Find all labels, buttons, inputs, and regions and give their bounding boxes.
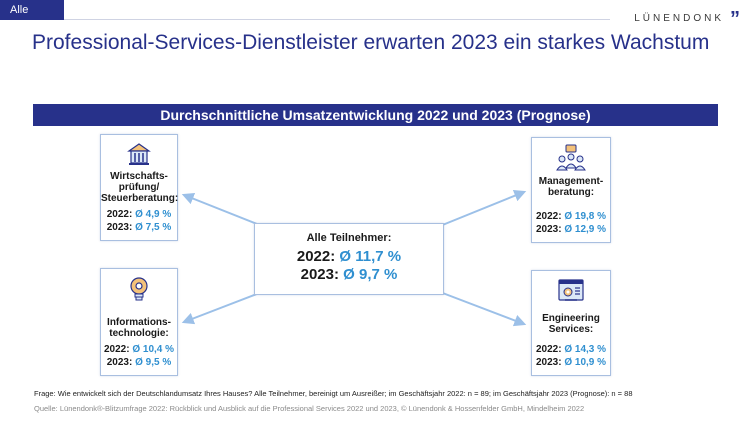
year-2023-label: 2023:	[300, 266, 339, 283]
quote-mark-icon: ”	[730, 7, 740, 30]
value-2023: Ø 10,9 %	[564, 357, 607, 368]
year-2022-label: 2022:	[106, 209, 133, 220]
survey-footnote: Frage: Wie entwickelt sich der Deutschla…	[34, 389, 633, 398]
year-2023-label: 2023:	[106, 357, 133, 368]
segment-box-engineering-services: Engineering Services: 2022: Ø 14,3 % 202…	[531, 270, 611, 376]
segment-box-managementberatung: Management- beratung: 2022: Ø 19,8 % 202…	[531, 137, 611, 243]
year-2022-label: 2022:	[103, 344, 130, 355]
year-2022-label: 2022:	[535, 211, 562, 222]
building-icon	[127, 143, 151, 165]
value-2023: Ø 12,9 %	[564, 224, 607, 235]
segment-box-informationstechnologie: Informations- technologie: 2022: Ø 10,4 …	[100, 268, 178, 376]
value-2022: Ø 19,8 %	[564, 211, 607, 222]
segment-label: Wirtschafts- prüfung/ Steuerberatung:	[101, 171, 179, 204]
diagram-banner: Durchschnittliche Umsatzentwicklung 2022…	[33, 104, 718, 126]
brand-logo: LÜNENDONK ”	[634, 7, 740, 30]
section-tag: Alle	[0, 0, 64, 20]
arrow-to-informationstechnologie	[181, 291, 263, 325]
engineering-screen-icon	[558, 279, 584, 301]
value-2022: Ø 4,9 %	[135, 209, 172, 220]
year-2023-label: 2023:	[535, 357, 562, 368]
value-2023: Ø 9,7 %	[343, 266, 398, 283]
value-2022: Ø 14,3 %	[564, 344, 607, 355]
year-2022-label: 2022:	[296, 248, 336, 265]
team-meeting-icon	[556, 144, 586, 171]
segment-box-wirtschaftspruefung: Wirtschafts- prüfung/ Steuerberatung: 20…	[100, 134, 178, 241]
year-2022-label: 2022:	[535, 344, 562, 355]
value-2023: Ø 9,5 %	[135, 357, 172, 368]
all-participants-box: Alle Teilnehmer: 2022: Ø 11,7 % 2023: Ø …	[254, 223, 444, 295]
segment-label: Engineering Services:	[542, 313, 600, 335]
value-2023: Ø 7,5 %	[135, 222, 172, 233]
arrow-to-wirtschaftspruefung	[181, 192, 263, 227]
source-note: Quelle: Lünendonk®-Blitzumfrage 2022: Rü…	[34, 404, 585, 413]
page-title: Professional-Services-Dienstleister erwa…	[32, 31, 710, 54]
arrow-to-managementberatung	[439, 190, 527, 227]
brand-wordmark: LÜNENDONK	[634, 13, 724, 24]
year-2023-label: 2023:	[535, 224, 562, 235]
arrow-to-engineering-services	[439, 291, 527, 327]
lightbulb-gear-icon	[130, 277, 148, 301]
value-2022: Ø 11,7 %	[339, 248, 402, 265]
value-2022: Ø 10,4 %	[132, 344, 175, 355]
segment-label: Informations- technologie:	[107, 317, 171, 339]
year-2023-label: 2023:	[106, 222, 133, 233]
segment-label: Management- beratung:	[538, 176, 604, 198]
header-divider	[64, 19, 610, 20]
all-participants-heading: Alle Teilnehmer:	[306, 232, 392, 244]
